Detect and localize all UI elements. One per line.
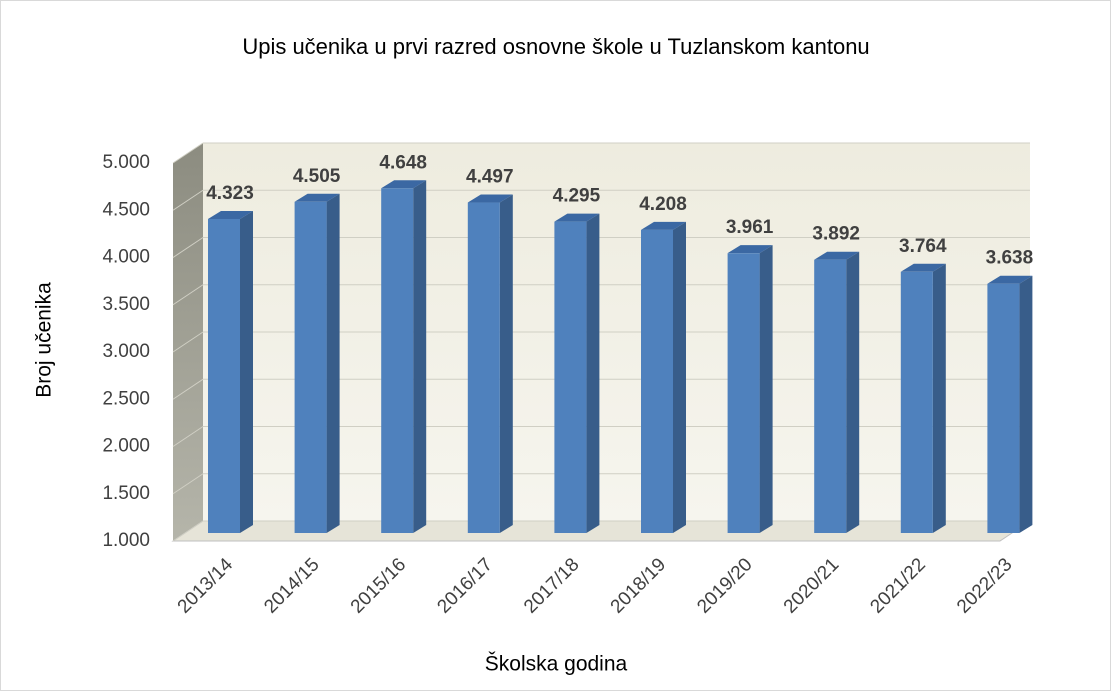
bar-side — [413, 180, 427, 533]
side-grid-line — [172, 378, 204, 400]
bar-side — [673, 221, 686, 533]
data-label: 3.764 — [899, 236, 947, 257]
bar-top — [641, 221, 686, 230]
bar-top — [900, 263, 946, 272]
bar-side — [586, 213, 600, 533]
y-axis-label: Broj učenika — [33, 282, 56, 398]
y-tick-label: 2.000 — [102, 436, 150, 457]
bar-top — [814, 251, 860, 260]
x-axis-label: Školska godina — [485, 653, 628, 676]
bar-side — [932, 263, 946, 533]
bar-top — [381, 180, 427, 189]
side-grid-line — [172, 142, 204, 164]
bar — [987, 283, 1020, 533]
y-tick-label: 1.500 — [102, 483, 150, 504]
data-label: 4.648 — [379, 152, 427, 173]
data-label: 3.638 — [986, 248, 1034, 269]
side-grid-line — [172, 426, 204, 447]
bar-top — [727, 245, 773, 254]
y-tick-label: 2.500 — [102, 388, 150, 409]
bar-side — [240, 210, 253, 533]
chart-title: Upis učenika u prvi razred osnovne škole… — [242, 34, 869, 59]
data-label: 4.295 — [553, 186, 601, 207]
y-tick-label: 3.500 — [102, 294, 150, 315]
bar-top — [294, 193, 340, 202]
y-tick-label: 4.000 — [102, 247, 150, 268]
bar — [208, 218, 240, 533]
bar — [727, 253, 760, 534]
side-grid-line — [172, 473, 204, 495]
bar — [467, 202, 500, 533]
data-label: 3.961 — [726, 217, 774, 238]
bar-side — [759, 245, 773, 534]
y-tick-label: 5.000 — [102, 152, 150, 173]
bar — [641, 229, 673, 533]
bar-side — [1019, 275, 1033, 533]
bar-side — [499, 194, 513, 533]
bar — [554, 221, 587, 533]
data-label: 4.323 — [206, 183, 254, 204]
bar-side — [846, 251, 860, 533]
side-grid-line — [172, 284, 204, 306]
data-label: 4.208 — [639, 194, 687, 215]
bar-top — [554, 213, 600, 222]
y-tick-label: 3.000 — [102, 341, 150, 362]
bar — [814, 259, 847, 533]
bar — [294, 201, 327, 533]
side-grid-line — [172, 520, 204, 542]
y-tick-label: 1.000 — [102, 530, 150, 551]
y-tick-label: 4.500 — [102, 199, 150, 220]
bar-top — [208, 210, 253, 219]
bar-top — [987, 275, 1033, 284]
data-label: 4.497 — [466, 167, 514, 188]
bar — [381, 188, 414, 533]
data-label: 4.505 — [293, 166, 341, 187]
data-label: 3.892 — [812, 224, 860, 245]
bar-top — [467, 194, 513, 203]
bar — [900, 271, 933, 533]
bar-side — [326, 193, 340, 533]
side-grid-line — [172, 237, 204, 258]
side-grid-line — [172, 331, 204, 353]
side-grid-line — [172, 189, 204, 211]
